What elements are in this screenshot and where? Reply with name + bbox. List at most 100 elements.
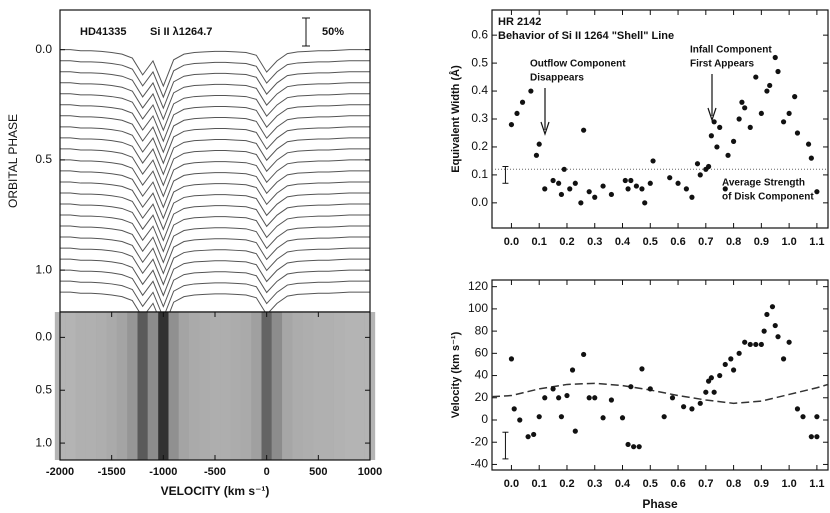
data-point [805, 141, 812, 147]
y-tick-label: 0.2 [471, 139, 488, 153]
x-tick-label: 0.2 [559, 236, 574, 248]
spectrum-line [60, 82, 370, 121]
data-point [736, 116, 742, 122]
spectrum-line [60, 247, 370, 286]
spectrum-line [60, 49, 370, 88]
annotation: Average Strength [722, 178, 805, 189]
spectrum-line [60, 291, 370, 330]
annotation: of Disk Component [722, 192, 814, 203]
y-tick-label: 20 [475, 390, 489, 404]
chart-subtitle: Behavior of Si II 1264 "Shell" Line [498, 30, 674, 42]
data-point [647, 180, 653, 186]
x-tick-label: 0.5 [643, 236, 658, 248]
image-column [158, 312, 169, 460]
image-column [230, 312, 241, 460]
annotation: Infall Component [690, 45, 772, 56]
x-tick-label: 0.4 [615, 478, 631, 490]
x-tick-label: 0.7 [698, 478, 713, 490]
data-point [739, 99, 745, 105]
data-point [511, 406, 517, 412]
y-tick-label: 40 [475, 368, 489, 382]
image-column [147, 312, 159, 460]
arrow [707, 74, 717, 122]
x-tick-label: 0.8 [726, 478, 741, 490]
x-tick-label: 0.3 [587, 236, 602, 248]
data-point [708, 375, 714, 381]
data-point [689, 194, 695, 200]
data-point [814, 434, 820, 440]
data-point [764, 88, 770, 94]
data-point [619, 415, 626, 421]
data-point [567, 186, 573, 192]
data-point [730, 138, 737, 144]
image-column [282, 312, 293, 460]
spectrum-line [60, 225, 370, 264]
data-point [717, 124, 723, 130]
y-axis-label: ORBITAL PHASE [6, 114, 20, 208]
data-point [556, 395, 562, 401]
data-point [694, 161, 701, 167]
data-point [711, 389, 717, 395]
y-axis-label: Velocity (km s⁻¹) [450, 331, 462, 418]
data-point [775, 68, 781, 75]
x-tick-label: 0.8 [726, 236, 741, 248]
image-column [178, 312, 190, 460]
y-tick-label: 0.0 [471, 195, 488, 209]
x-tick-label: -1000 [149, 466, 177, 478]
data-point [814, 414, 820, 420]
y-tick-label: 60 [475, 346, 489, 360]
image-column [292, 312, 303, 460]
plot-frame [491, 279, 829, 471]
data-point [572, 180, 578, 186]
data-point [742, 105, 748, 111]
image-column [240, 312, 252, 460]
data-point [639, 186, 645, 192]
spectrum-line [60, 126, 370, 165]
data-point [661, 414, 667, 420]
data-point [669, 395, 676, 401]
y-tick-label: 0.6 [471, 27, 488, 41]
spectrum-line [60, 203, 370, 242]
data-point [586, 189, 592, 195]
y-tick-label: 0.1 [471, 167, 488, 181]
data-point [747, 341, 753, 348]
spectrum-line [60, 115, 370, 154]
spectrum-line [60, 170, 370, 209]
y-tick-label: 0.5 [471, 55, 488, 69]
x-tick-label: 0.1 [532, 478, 547, 490]
data-point [647, 386, 653, 392]
data-point [730, 367, 737, 373]
data-point [775, 334, 781, 340]
data-point [528, 88, 534, 94]
data-point [808, 155, 814, 161]
data-point [703, 389, 709, 395]
data-point [808, 434, 814, 440]
annotation: Si II λ1264.7 [150, 26, 212, 38]
data-point [550, 177, 556, 184]
spectrum-line [60, 258, 370, 297]
data-point [675, 180, 681, 186]
x-tick-label: 1.0 [781, 478, 796, 490]
data-point [725, 152, 731, 158]
annotation: Outflow Component [530, 59, 626, 70]
data-point [728, 356, 734, 362]
data-point [531, 431, 537, 438]
data-point [689, 406, 695, 412]
arrow [540, 88, 550, 136]
data-point [764, 311, 770, 318]
x-tick-label: 0.0 [504, 478, 519, 490]
data-point [625, 441, 631, 448]
data-point [519, 99, 526, 105]
x-tick-label: 0.5 [643, 478, 658, 490]
image-column [354, 312, 365, 460]
image-column [302, 312, 314, 460]
spectrum-line [60, 236, 370, 275]
data-point [780, 119, 787, 125]
model-curve [491, 382, 829, 405]
data-point [753, 341, 759, 348]
spectrum-line [60, 137, 370, 176]
data-point [536, 414, 542, 420]
image-column [75, 312, 86, 460]
data-point [794, 130, 801, 136]
